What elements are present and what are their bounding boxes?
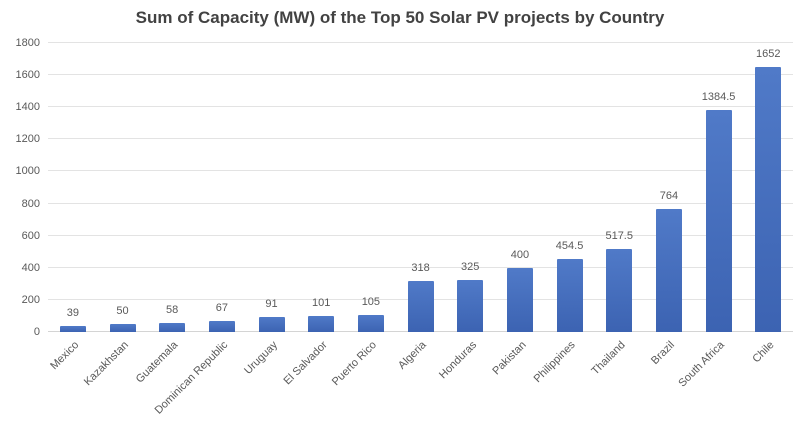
gridline bbox=[48, 106, 793, 108]
bar-value-label: 764 bbox=[659, 190, 679, 203]
bar-slot: 318 Algeria bbox=[396, 43, 446, 372]
bar-slot: 67 Dominican Republic bbox=[153, 43, 247, 417]
bar-value-label: 517.5 bbox=[605, 229, 633, 242]
bar bbox=[258, 317, 285, 332]
bar bbox=[208, 321, 235, 332]
bars-row: 39 Mexico 50 Kazakhstan 58 Guatemala 67 Dominic… bbox=[48, 43, 793, 417]
category-label: Philippines bbox=[531, 339, 579, 386]
bar-value-label: 58 bbox=[166, 303, 179, 316]
gridline bbox=[48, 234, 793, 236]
bar-value-label: 318 bbox=[411, 261, 430, 274]
gridline bbox=[48, 266, 793, 268]
bar bbox=[159, 322, 186, 332]
category-label: Algeria bbox=[396, 339, 430, 372]
bar-slot: 105 Puerto Rico bbox=[330, 43, 396, 388]
bar-value-label: 454.5 bbox=[555, 240, 584, 253]
bar-slot: 400 Pakistan bbox=[490, 43, 545, 377]
bar-value-label: 325 bbox=[461, 260, 480, 273]
y-axis-label: 1400 bbox=[15, 101, 40, 114]
bar-slot: 454.5 Philippines bbox=[532, 43, 595, 385]
bar-value-label: 1384.5 bbox=[701, 90, 736, 103]
bar-value-label: 105 bbox=[361, 296, 381, 309]
category-label: Puerto Rico bbox=[330, 339, 380, 389]
bar bbox=[755, 66, 782, 332]
y-axis-label: 600 bbox=[21, 229, 40, 242]
bar bbox=[457, 279, 484, 332]
category-label: Brazil bbox=[649, 339, 678, 367]
bar-slot: 1384.5 South Africa bbox=[677, 43, 744, 390]
bar-value-label: 67 bbox=[215, 302, 228, 315]
category-label: Uruguay bbox=[242, 339, 281, 377]
bar-value-label: 1652 bbox=[756, 47, 781, 60]
bar-value-label: 101 bbox=[312, 296, 331, 309]
plot-area: 39 Mexico 50 Kazakhstan 58 Guatemala 67 Dominic… bbox=[48, 42, 793, 417]
bar-slot: 1652 Chile bbox=[743, 43, 793, 365]
bar bbox=[59, 325, 86, 332]
bar-slot: 58 Guatemala bbox=[134, 43, 197, 386]
y-axis-label: 1200 bbox=[15, 133, 40, 146]
category-label: Thailand bbox=[589, 339, 628, 378]
bar-value-label: 50 bbox=[116, 304, 129, 317]
bar-slot: 101 El Salvador bbox=[281, 43, 346, 387]
bar-value-label: 91 bbox=[265, 298, 278, 311]
bar bbox=[606, 248, 633, 332]
y-axis-label: 1800 bbox=[15, 37, 40, 49]
bar-slot: 325 Honduras bbox=[436, 43, 495, 381]
bar bbox=[556, 259, 583, 332]
category-label: Honduras bbox=[436, 339, 479, 382]
gridline bbox=[48, 42, 793, 43]
bar bbox=[705, 109, 732, 332]
category-label: El Salvador bbox=[281, 339, 330, 388]
bar-slot: 91 Uruguay bbox=[242, 43, 297, 377]
category-label: Pakistan bbox=[490, 339, 529, 378]
bar bbox=[655, 209, 682, 332]
bar-slot: 50 Kazakhstan bbox=[82, 43, 148, 388]
bar-value-label: 400 bbox=[510, 248, 530, 261]
y-axis-label: 400 bbox=[21, 261, 40, 274]
category-label: Guatemala bbox=[134, 339, 181, 386]
gridline bbox=[48, 202, 793, 204]
bar bbox=[357, 315, 384, 332]
category-label: Kazakhstan bbox=[81, 339, 132, 389]
bar-slot: 517.5 Thailand bbox=[589, 43, 644, 377]
category-label: Mexico bbox=[48, 339, 82, 373]
gridline bbox=[48, 74, 793, 76]
gridline bbox=[48, 138, 793, 140]
bar bbox=[506, 267, 533, 332]
category-label: Chile bbox=[750, 339, 777, 366]
category-label: South Africa bbox=[676, 339, 728, 390]
y-axis-label: 800 bbox=[21, 197, 40, 210]
y-axis-label: 0 bbox=[33, 326, 40, 338]
y-axis-label: 1600 bbox=[15, 69, 40, 82]
y-axis-label: 200 bbox=[21, 293, 40, 306]
bar-slot: 764 Brazil bbox=[644, 43, 694, 367]
bar-value-label: 39 bbox=[66, 306, 79, 319]
gridline bbox=[48, 170, 793, 172]
y-axis-label: 1000 bbox=[15, 165, 40, 178]
bar bbox=[407, 280, 434, 332]
bar-slot: 39 Mexico bbox=[48, 43, 98, 372]
bar bbox=[308, 315, 335, 332]
bar bbox=[109, 323, 136, 332]
chart-title: Sum of Capacity (MW) of the Top 50 Solar… bbox=[135, 8, 665, 27]
